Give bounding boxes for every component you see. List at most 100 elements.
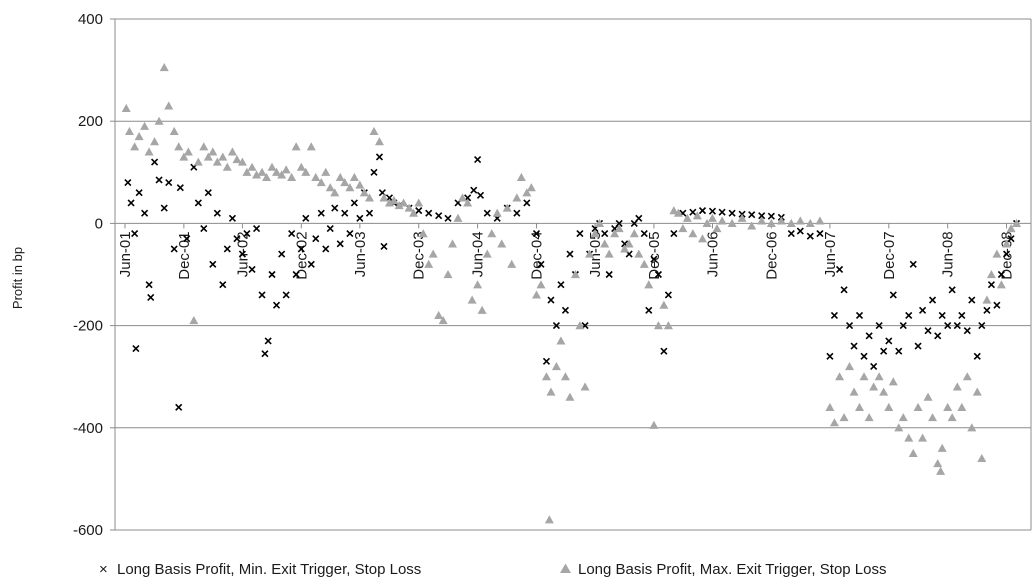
data-point-x bbox=[268, 270, 276, 279]
data-point-triangle bbox=[144, 147, 154, 156]
data-point-triangle bbox=[487, 229, 497, 238]
data-point-x bbox=[223, 245, 231, 253]
data-point-x bbox=[978, 322, 986, 330]
y-tick-label: -400 bbox=[73, 420, 103, 437]
data-point-triangle bbox=[330, 188, 340, 197]
x-tick-label: Dec-07 bbox=[881, 231, 898, 279]
data-point-triangle bbox=[418, 229, 428, 238]
data-point-triangle bbox=[639, 259, 649, 268]
data-point-x bbox=[660, 347, 668, 355]
data-point-triangle bbox=[154, 116, 164, 125]
data-point-x bbox=[983, 306, 991, 314]
data-point-x bbox=[860, 352, 868, 360]
data-point-x bbox=[905, 311, 913, 319]
data-point-x bbox=[132, 345, 140, 353]
data-point-x bbox=[312, 235, 320, 243]
series-min-exit bbox=[124, 153, 1021, 411]
data-point-triangle bbox=[477, 305, 487, 314]
data-point-x bbox=[885, 337, 893, 345]
data-point-triangle bbox=[585, 249, 595, 258]
data-point-triangle bbox=[933, 459, 943, 468]
data-point-x bbox=[1002, 250, 1011, 258]
data-point-x bbox=[1007, 235, 1015, 243]
data-point-x bbox=[375, 153, 384, 161]
data-point-triangle bbox=[644, 280, 654, 289]
data-point-triangle bbox=[1006, 224, 1016, 233]
data-point-triangle bbox=[237, 157, 247, 166]
data-point-triangle bbox=[815, 216, 825, 225]
data-point-triangle bbox=[222, 162, 232, 171]
data-point-triangle bbox=[512, 193, 522, 202]
data-point-x bbox=[322, 245, 330, 253]
data-point-triangle bbox=[845, 361, 855, 371]
data-point-x bbox=[993, 301, 1001, 309]
data-point-triangle bbox=[325, 183, 335, 192]
data-point-x bbox=[987, 281, 995, 289]
y-tick-label: 0 bbox=[95, 215, 103, 232]
data-point-x bbox=[160, 204, 168, 212]
gridlines bbox=[115, 18, 1031, 429]
data-point-x bbox=[476, 191, 485, 199]
data-point-triangle bbox=[257, 167, 267, 176]
data-point-x bbox=[708, 207, 717, 215]
data-point-x bbox=[557, 281, 565, 289]
data-point-triangle bbox=[291, 142, 301, 151]
x-tick-label: Dec-03 bbox=[411, 231, 428, 279]
data-point-x bbox=[914, 342, 922, 350]
data-point-x bbox=[253, 224, 261, 233]
data-point-triangle bbox=[663, 321, 673, 330]
data-point-x bbox=[474, 155, 482, 164]
data-point-triangle bbox=[937, 443, 947, 452]
data-point-triangle bbox=[634, 249, 644, 258]
data-point-triangle bbox=[864, 413, 874, 422]
data-point-x bbox=[435, 212, 443, 220]
data-point-x bbox=[963, 327, 971, 335]
data-point-triangle bbox=[232, 155, 242, 164]
data-point-x bbox=[523, 199, 531, 207]
data-point-triangle bbox=[287, 172, 297, 182]
data-point-triangle bbox=[124, 126, 134, 136]
data-point-x bbox=[326, 224, 334, 233]
data-point-triangle bbox=[281, 165, 291, 174]
data-point-triangle bbox=[688, 229, 698, 238]
data-point-x bbox=[670, 230, 678, 238]
x-tick-label: Jun-05 bbox=[587, 231, 604, 277]
data-point-x bbox=[855, 311, 864, 319]
data-point-x bbox=[850, 342, 858, 350]
data-point-triangle bbox=[121, 103, 131, 113]
data-point-triangle bbox=[369, 126, 379, 136]
data-point-x bbox=[346, 230, 354, 238]
data-point-x bbox=[356, 214, 364, 222]
data-point-triangle bbox=[536, 280, 546, 289]
data-point-triangle bbox=[193, 157, 203, 166]
data-point-triangle bbox=[340, 178, 350, 187]
data-point-x bbox=[909, 260, 917, 268]
data-point-triangle bbox=[786, 218, 796, 227]
x-tick-label: Dec-06 bbox=[763, 231, 780, 279]
x-tick-label: Jun-04 bbox=[470, 231, 487, 277]
data-point-triangle bbox=[894, 423, 904, 432]
data-point-triangle bbox=[776, 216, 786, 225]
data-point-triangle bbox=[130, 142, 140, 151]
data-point-triangle bbox=[227, 147, 237, 156]
data-point-x bbox=[767, 212, 775, 220]
x-tick-label: Dec-02 bbox=[293, 231, 310, 279]
data-point-x bbox=[261, 350, 269, 358]
data-point-triangle bbox=[825, 402, 835, 411]
data-point-triangle bbox=[610, 229, 620, 238]
data-point-triangle bbox=[918, 433, 928, 442]
data-point-triangle bbox=[884, 402, 894, 411]
data-point-triangle bbox=[252, 170, 262, 179]
data-point-x bbox=[131, 230, 139, 238]
data-point-triangle bbox=[986, 270, 996, 279]
data-point-x bbox=[840, 286, 848, 294]
data-point-triangle bbox=[473, 280, 483, 289]
data-point-x bbox=[155, 176, 163, 184]
data-point-x bbox=[297, 245, 305, 253]
data-point-triangle bbox=[522, 188, 532, 197]
data-point-triangle bbox=[996, 280, 1006, 289]
x-tick-label: Jun-03 bbox=[352, 231, 369, 277]
data-point-x bbox=[483, 209, 491, 217]
data-point-x bbox=[537, 260, 545, 268]
data-point-triangle bbox=[212, 157, 222, 166]
